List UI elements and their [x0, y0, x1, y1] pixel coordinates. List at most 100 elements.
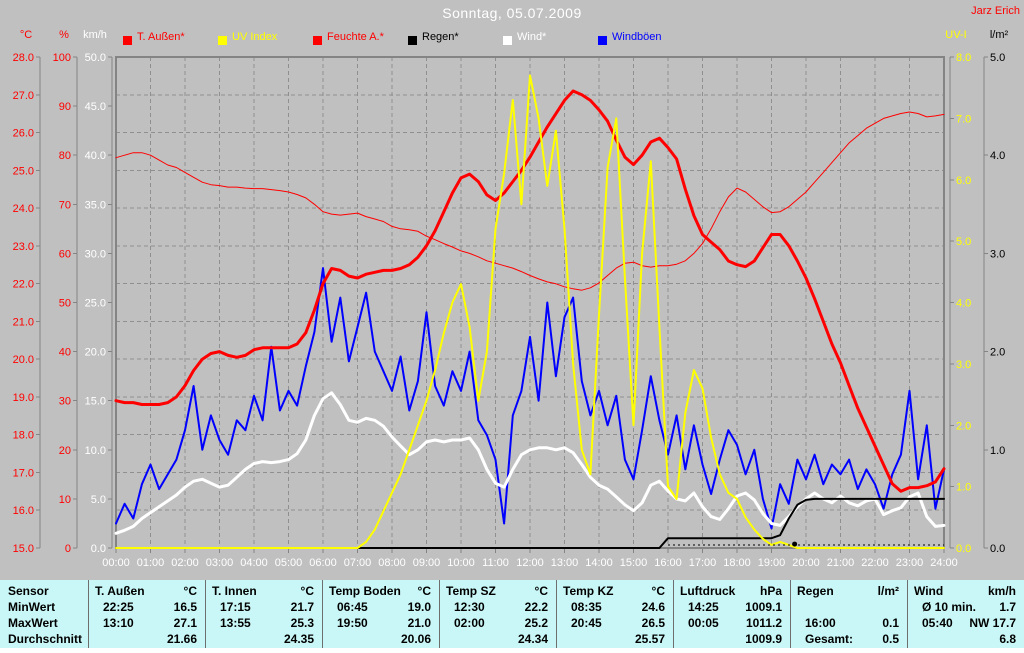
cell-value: 24.6	[641, 600, 665, 614]
axis-wind: 0.0 5.0 10.0 15.0 20.0 25.0 30.0 35.0 40.0 45.0 50…	[83, 29, 113, 555]
sensor-name: Temp KZ	[563, 584, 614, 598]
axis-tick-label: 0.0	[91, 543, 106, 555]
axis-tick-label: 4.0	[956, 298, 971, 310]
axis-tick-label: 18.0	[13, 430, 34, 442]
cell-value: 25.57	[634, 632, 665, 646]
axis-tick-label: 1.0	[956, 482, 971, 494]
axis-tick-label: 5.0	[91, 494, 106, 506]
axis-tick-label: 5.0	[956, 236, 971, 248]
table-column-header: Luftdruck hPa	[674, 583, 790, 599]
cell-time: 00:05	[688, 616, 719, 630]
axis-title-temp: °C	[20, 29, 32, 41]
x-tick-label: 17:00	[689, 557, 717, 569]
cell-time: 17:15	[220, 600, 251, 614]
sensor-unit: hPa	[759, 584, 782, 598]
axis-tick-label: 6.0	[956, 175, 971, 187]
axis-tick-label: 1.0	[990, 445, 1005, 457]
axis-tick-label: 20	[59, 445, 71, 457]
cell-value: 21.0	[407, 616, 431, 630]
cell-value: 19.0	[407, 600, 431, 614]
table-cell-min: 08:35 24.6	[557, 599, 673, 615]
sensor-name: T. Innen	[212, 584, 257, 598]
x-tick-label: 20:00	[792, 557, 820, 569]
table-cell-max: 20:45 26.5	[557, 615, 673, 631]
axis-tick-label: 2.0	[990, 347, 1005, 359]
axis-tick-label: 16.0	[13, 505, 34, 517]
table-column-t-au-en: T. Außen °C 22:25 16.5 13:10 27.1 21.66	[88, 580, 205, 648]
legend-swatch	[408, 36, 417, 45]
axis-humidity: 0 10 20 30 40 50 60 70 80 90 100%	[53, 29, 78, 555]
axis-tick-label: 90	[59, 101, 71, 113]
table-column-regen: Regen l/m² 16:00 0.1 Gesamt: 0.5	[790, 580, 907, 648]
axis-title-rain: l/m²	[990, 29, 1009, 41]
axis-tick-label: 100	[53, 52, 71, 64]
axis-tick-label: 0	[65, 543, 71, 555]
axis-tick-label: 8.0	[956, 52, 971, 64]
axis-tick-label: 23.0	[13, 241, 34, 253]
axis-title-wind: km/h	[83, 29, 107, 41]
axis-tick-label: 17.0	[13, 467, 34, 479]
axis-tick-label: 25.0	[85, 298, 106, 310]
axis-tick-label: 50.0	[85, 52, 106, 64]
cell-time: 13:55	[220, 616, 251, 630]
table-cell-avg: 6.8	[908, 631, 1024, 647]
sensor-name: T. Außen	[95, 584, 145, 598]
cell-time: 05:40	[922, 616, 953, 630]
axis-tick-label: 2.0	[956, 420, 971, 432]
cell-value: 1009.1	[745, 600, 782, 614]
cell-time: 19:50	[337, 616, 368, 630]
x-tick-label: 01:00	[137, 557, 165, 569]
axis-tick-label: 10.0	[85, 445, 106, 457]
axis-tick-label: 0.0	[990, 543, 1005, 555]
axis-tick-label: 24.0	[13, 203, 34, 215]
x-tick-label: 16:00	[654, 557, 682, 569]
axis-tick-label: 15.0	[13, 543, 34, 555]
legend-item-6: Windböen	[598, 31, 662, 45]
legend-item-2: UV Index	[218, 31, 277, 45]
cell-value: 27.1	[173, 616, 197, 630]
x-tick-label: 05:00	[275, 557, 303, 569]
stats-table: Sensor MinWert MaxWert Durchschnitt T. Außen…	[0, 580, 1024, 648]
table-cell-max: 13:10 27.1	[89, 615, 205, 631]
axis-tick-label: 25.0	[13, 165, 34, 177]
table-row-header-4: Durchschnitt	[8, 632, 83, 646]
cell-time: 06:45	[337, 600, 368, 614]
cell-value: NW 17.7	[969, 616, 1016, 630]
weather-chart: 15.0 16.0 17.0 18.0 19.0 20.0 21.0 22.0 23.0 24.0…	[13, 29, 1009, 569]
x-tick-label: 21:00	[827, 557, 855, 569]
series-uv	[115, 74, 945, 549]
cell-value: 21.66	[166, 632, 197, 646]
table-column-temp-sz: Temp SZ °C 12:30 22.2 02:00 25.2 24.34	[439, 580, 556, 648]
sensor-name: Luftdruck	[680, 584, 736, 598]
cell-value: 1011.2	[745, 616, 782, 630]
axis-tick-label: 21.0	[13, 316, 34, 328]
cell-time: 20:45	[571, 616, 602, 630]
sensor-name: Regen	[797, 584, 834, 598]
table-cell-avg: 21.66	[89, 631, 205, 647]
table-cell-max: 02:00 25.2	[440, 615, 556, 631]
legend-swatch	[123, 36, 132, 45]
x-tick-label: 13:00	[551, 557, 579, 569]
axis-tick-label: 70	[59, 199, 71, 211]
sensor-unit: °C	[651, 584, 665, 598]
cell-time: 08:35	[571, 600, 602, 614]
axis-tick-label: 50	[59, 298, 71, 310]
x-tick-label: 09:00	[413, 557, 441, 569]
sensor-unit: km/h	[987, 584, 1016, 598]
cell-value: 16.5	[173, 600, 197, 614]
cell-value: 6.8	[999, 632, 1016, 646]
table-column-header: Temp SZ °C	[440, 583, 556, 599]
cell-value: 1.7	[999, 600, 1016, 614]
x-tick-label: 08:00	[378, 557, 406, 569]
legend-label: Feuchte A.*	[327, 31, 384, 43]
rain-event-marker	[792, 541, 798, 547]
x-tick-label: 07:00	[344, 557, 372, 569]
legend-item-1: T. Außen*	[123, 31, 185, 45]
table-row-header-2: MinWert	[8, 600, 56, 614]
table-cell-max: 19:50 21.0	[323, 615, 439, 631]
table-row-headers: Sensor MinWert MaxWert Durchschnitt	[0, 580, 88, 648]
sensor-unit: °C	[300, 584, 314, 598]
cell-time: Gesamt:	[805, 632, 854, 646]
axis-tick-label: 28.0	[13, 52, 34, 64]
